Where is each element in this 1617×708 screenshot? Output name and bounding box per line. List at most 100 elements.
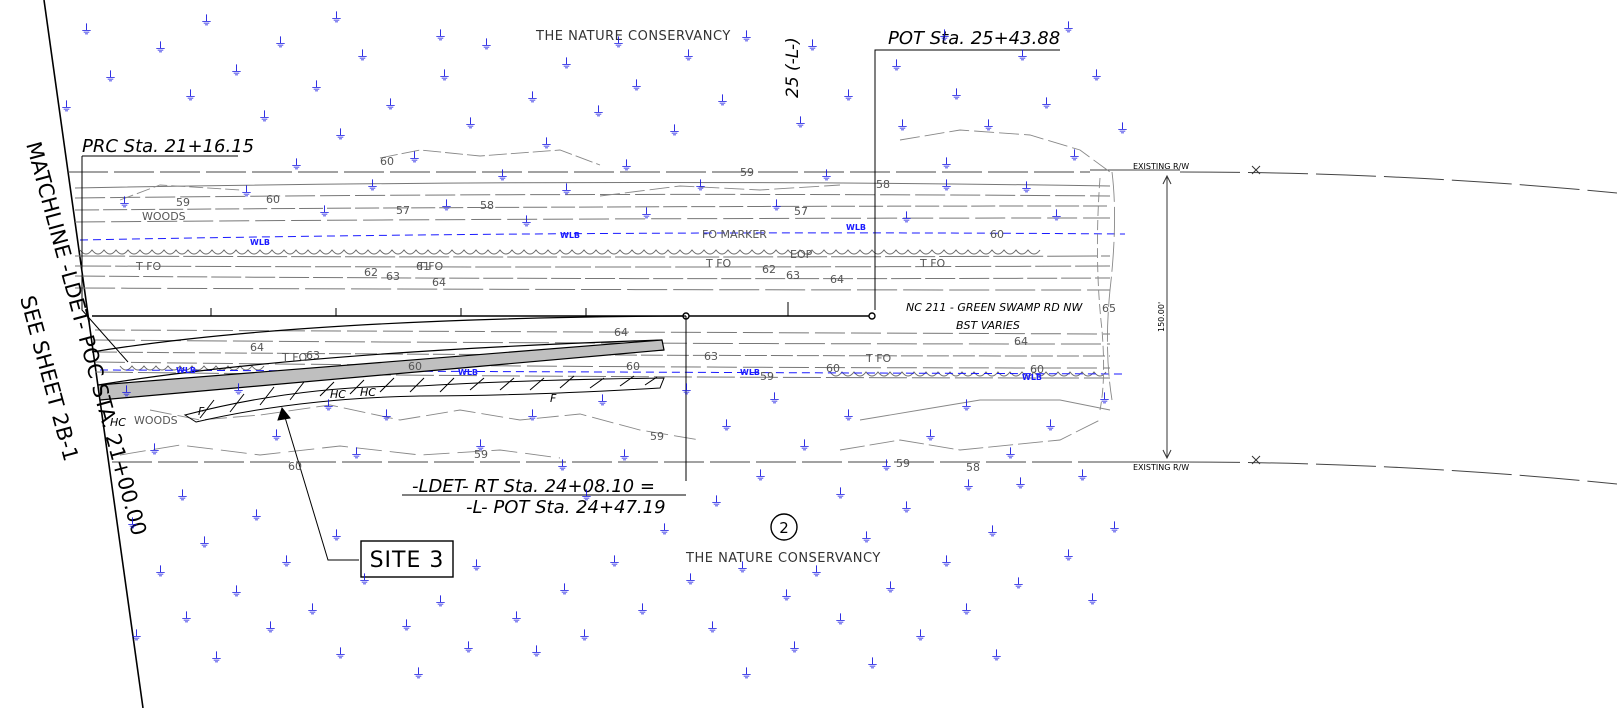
svg-text:⏚: ⏚ [1016,49,1029,64]
contour-64-e: 64 [250,341,264,354]
svg-text:⏚: ⏚ [184,89,197,104]
svg-text:⏚: ⏚ [768,392,781,407]
svg-text:⏚: ⏚ [1098,392,1111,407]
svg-text:⏚: ⏚ [890,59,903,74]
svg-text:⏚: ⏚ [684,573,697,588]
svg-text:⏚: ⏚ [596,394,609,409]
svg-text:⏚: ⏚ [290,158,303,173]
contour-labels: 60 59 60 57 58 57 58 59 60 63 64 62 63 6… [176,155,1116,474]
svg-text:⏚: ⏚ [464,117,477,132]
svg-text:⏚: ⏚ [794,116,807,131]
svg-text:⏚: ⏚ [210,651,223,666]
svg-text:⏚: ⏚ [962,479,975,494]
svg-text:⏚: ⏚ [938,29,951,44]
svg-text:⏚: ⏚ [924,429,937,444]
contour-59-e: 59 [896,457,910,470]
wlb-5: WLB [740,368,760,377]
contour-63-d: 63 [306,349,320,362]
contour-59-f: 59 [650,430,664,443]
svg-text:⏚: ⏚ [740,667,753,682]
svg-text:⏚: ⏚ [896,119,909,134]
contour-58-c: 58 [966,461,980,474]
svg-text:⏚: ⏚ [496,169,509,184]
svg-text:⏚: ⏚ [560,183,573,198]
hc-2: HC [330,388,346,401]
contour-57-b: 57 [794,205,808,218]
svg-text:⏚: ⏚ [950,88,963,103]
contour-62-b: 62 [762,263,776,276]
svg-text:⏚: ⏚ [334,128,347,143]
contour-61-a: 61 [416,260,430,273]
fo-5: T FO [281,351,308,364]
contour-59-b: 59 [740,166,754,179]
contour-60-h: 60 [288,460,302,473]
svg-text:⏚: ⏚ [274,36,287,51]
pot-station-top: POT Sta. 25+43.88 [888,28,1060,49]
marsh-symbols: ⏚ ⏚ ⏚ ⏚ ⏚ ⏚ ⏚ ⏚ ⏚ ⏚ ⏚ ⏚ ⏚ ⏚ ⏚ ⏚ ⏚ ⏚ ⏚ ⏚ ⏚ ⏚ ⏚ ⏚ ⏚ ⏚ ⏚ ⏚ ⏚ ⏚ ⏚ ⏚ ⏚ ⏚… [60,11,1129,682]
parcel-circle [770,513,798,541]
svg-text:⏚: ⏚ [310,80,323,95]
contour-60-e: 60 [408,360,422,373]
svg-text:⏚: ⏚ [230,585,243,600]
svg-text:⏚: ⏚ [706,621,719,636]
svg-text:⏚: ⏚ [258,110,271,125]
hc-3: HC [360,386,376,399]
svg-text:⏚: ⏚ [680,383,693,398]
wlb-1: WLB [250,238,270,247]
svg-text:⏚: ⏚ [798,439,811,454]
fo-marker: FO MARKER [702,228,767,241]
contour-60-f: 60 [1030,363,1044,376]
site-3-box [360,540,454,578]
contour-64-d: 64 [1014,335,1028,348]
svg-text:⏚: ⏚ [1050,209,1063,224]
svg-text:⏚: ⏚ [154,565,167,580]
contour-59-d: 59 [474,448,488,461]
svg-text:⏚: ⏚ [770,199,783,214]
svg-text:⏚: ⏚ [200,14,213,29]
contour-59-a: 59 [176,196,190,209]
contour-63-b: 63 [786,269,800,282]
contour-60-b: 60 [266,193,280,206]
svg-text:⏚: ⏚ [754,469,767,484]
svg-text:⏚: ⏚ [408,151,421,166]
svg-text:⏚: ⏚ [710,495,723,510]
svg-text:⏚: ⏚ [1020,181,1033,196]
svg-text:⏚: ⏚ [788,641,801,656]
svg-text:⏚: ⏚ [960,603,973,618]
svg-text:⏚: ⏚ [900,501,913,516]
svg-text:⏚: ⏚ [682,49,695,64]
svg-text:⏚: ⏚ [1068,149,1081,164]
svg-text:⏚: ⏚ [1014,477,1027,492]
svg-text:⏚: ⏚ [592,105,605,120]
svg-text:⏚: ⏚ [914,629,927,644]
l-station-25: 25 (-L-) [783,37,803,98]
svg-text:⏚: ⏚ [318,205,331,220]
contour-62-a: 62 [364,266,378,279]
svg-text:⏚: ⏚ [720,419,733,434]
svg-text:⏚: ⏚ [806,39,819,54]
contour-64-b: 64 [830,273,844,286]
wlb-7: WLB [846,223,866,232]
contour-64-c: 64 [614,326,628,339]
fo-3: T FO [705,257,732,270]
svg-text:⏚: ⏚ [940,157,953,172]
contour-57-a: 57 [396,204,410,217]
contour-60-c: 60 [990,228,1004,241]
svg-text:⏚: ⏚ [130,629,143,644]
svg-text:⏚: ⏚ [990,649,1003,664]
svg-text:⏚: ⏚ [834,487,847,502]
svg-text:⏚: ⏚ [834,613,847,628]
svg-text:⏚: ⏚ [230,64,243,79]
svg-text:⏚: ⏚ [658,523,671,538]
svg-text:⏚: ⏚ [1012,577,1025,592]
svg-text:⏚: ⏚ [440,199,453,214]
svg-text:⏚: ⏚ [560,57,573,72]
svg-text:⏚: ⏚ [736,561,749,576]
svg-text:⏚: ⏚ [250,509,263,524]
svg-text:⏚: ⏚ [412,667,425,682]
svg-text:⏚: ⏚ [1040,97,1053,112]
svg-text:⏚: ⏚ [470,559,483,574]
ldet-rt-station: -LDET- RT Sta. 24+08.10 = [412,476,655,497]
svg-text:⏚: ⏚ [198,536,211,551]
svg-text:⏚: ⏚ [866,657,879,672]
